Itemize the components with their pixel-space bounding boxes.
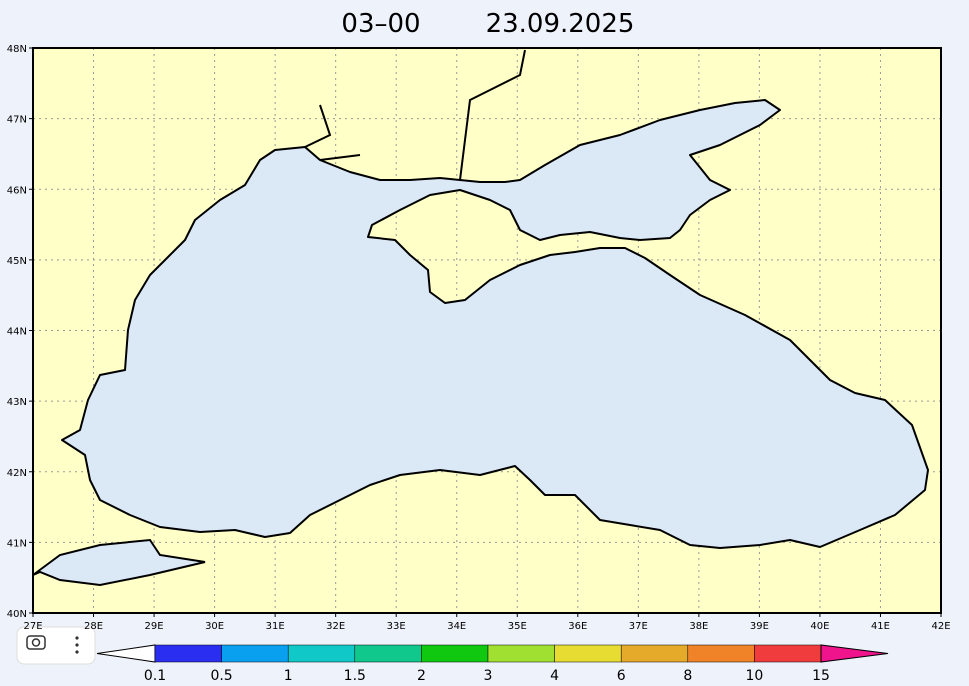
toolbar [16,626,96,665]
camera-button[interactable] [26,635,46,650]
colorbar-label: 2 [417,668,426,684]
colorbar-swatch [620,644,689,663]
lon-label: 28E [84,621,103,632]
lon-label: 36E [568,621,587,632]
colorbar-label: 3 [484,668,493,684]
lon-label: 32E [326,621,345,632]
lat-label: 48N [7,44,27,55]
colorbar-label: 15 [812,668,830,684]
lat-label: 40N [7,609,27,620]
lat-label: 44N [7,327,27,338]
colorbar-swatch [421,644,489,663]
lon-label: 30E [205,621,224,632]
lon-label: 38E [689,621,708,632]
more-button[interactable] [75,636,79,654]
lon-label: 39E [750,621,769,632]
lat-label: 46N [7,185,27,196]
lon-label: 40E [810,621,829,632]
lat-label: 45N [7,256,27,267]
lat-label: 41N [7,538,27,549]
lon-label: 41E [871,621,890,632]
colorbar-label: 1 [284,668,293,684]
marmara-sea [32,538,206,587]
title-time: 03–00 [341,9,420,39]
colorbar-label: 1.5 [344,668,366,684]
black-sea [61,99,929,549]
colorbar: 0.1 0.5 1 1.5 2 3 4 6 8 10 15 [96,644,889,684]
colorbar-swatch [287,644,356,663]
lat-label: 43N [7,397,27,408]
lon-label: 42E [931,621,950,632]
lat-label: 47N [7,115,27,126]
rivers [304,49,526,181]
lat-label: 42N [7,468,27,479]
colorbar-swatch [754,644,822,663]
lon-label: 33E [387,621,406,632]
lon-label: 37E [629,621,648,632]
colorbar-swatch [221,644,289,663]
toolbar-bg [16,626,96,665]
lon-label: 27E [23,621,42,632]
colorbar-label: 10 [745,668,763,684]
colorbar-label: 6 [617,668,626,684]
colorbar-swatch [554,644,622,663]
lon-label: 31E [266,621,285,632]
lon-label: 29E [145,621,164,632]
colorbar-label: 0.5 [210,668,232,684]
colorbar-low [96,644,156,663]
colorbar-label: 8 [683,668,692,684]
colorbar-swatch [687,644,755,663]
colorbar-swatch [354,644,422,663]
lon-label: 34E [447,621,466,632]
colorbar-high [820,644,889,663]
colorbar-swatch [487,644,555,663]
colorbar-label: 4 [550,668,559,684]
title-date: 23.09.2025 [486,9,635,39]
colorbar-label: 0.1 [144,668,166,684]
lon-label: 35E [508,621,527,632]
colorbar-swatch [154,644,222,663]
